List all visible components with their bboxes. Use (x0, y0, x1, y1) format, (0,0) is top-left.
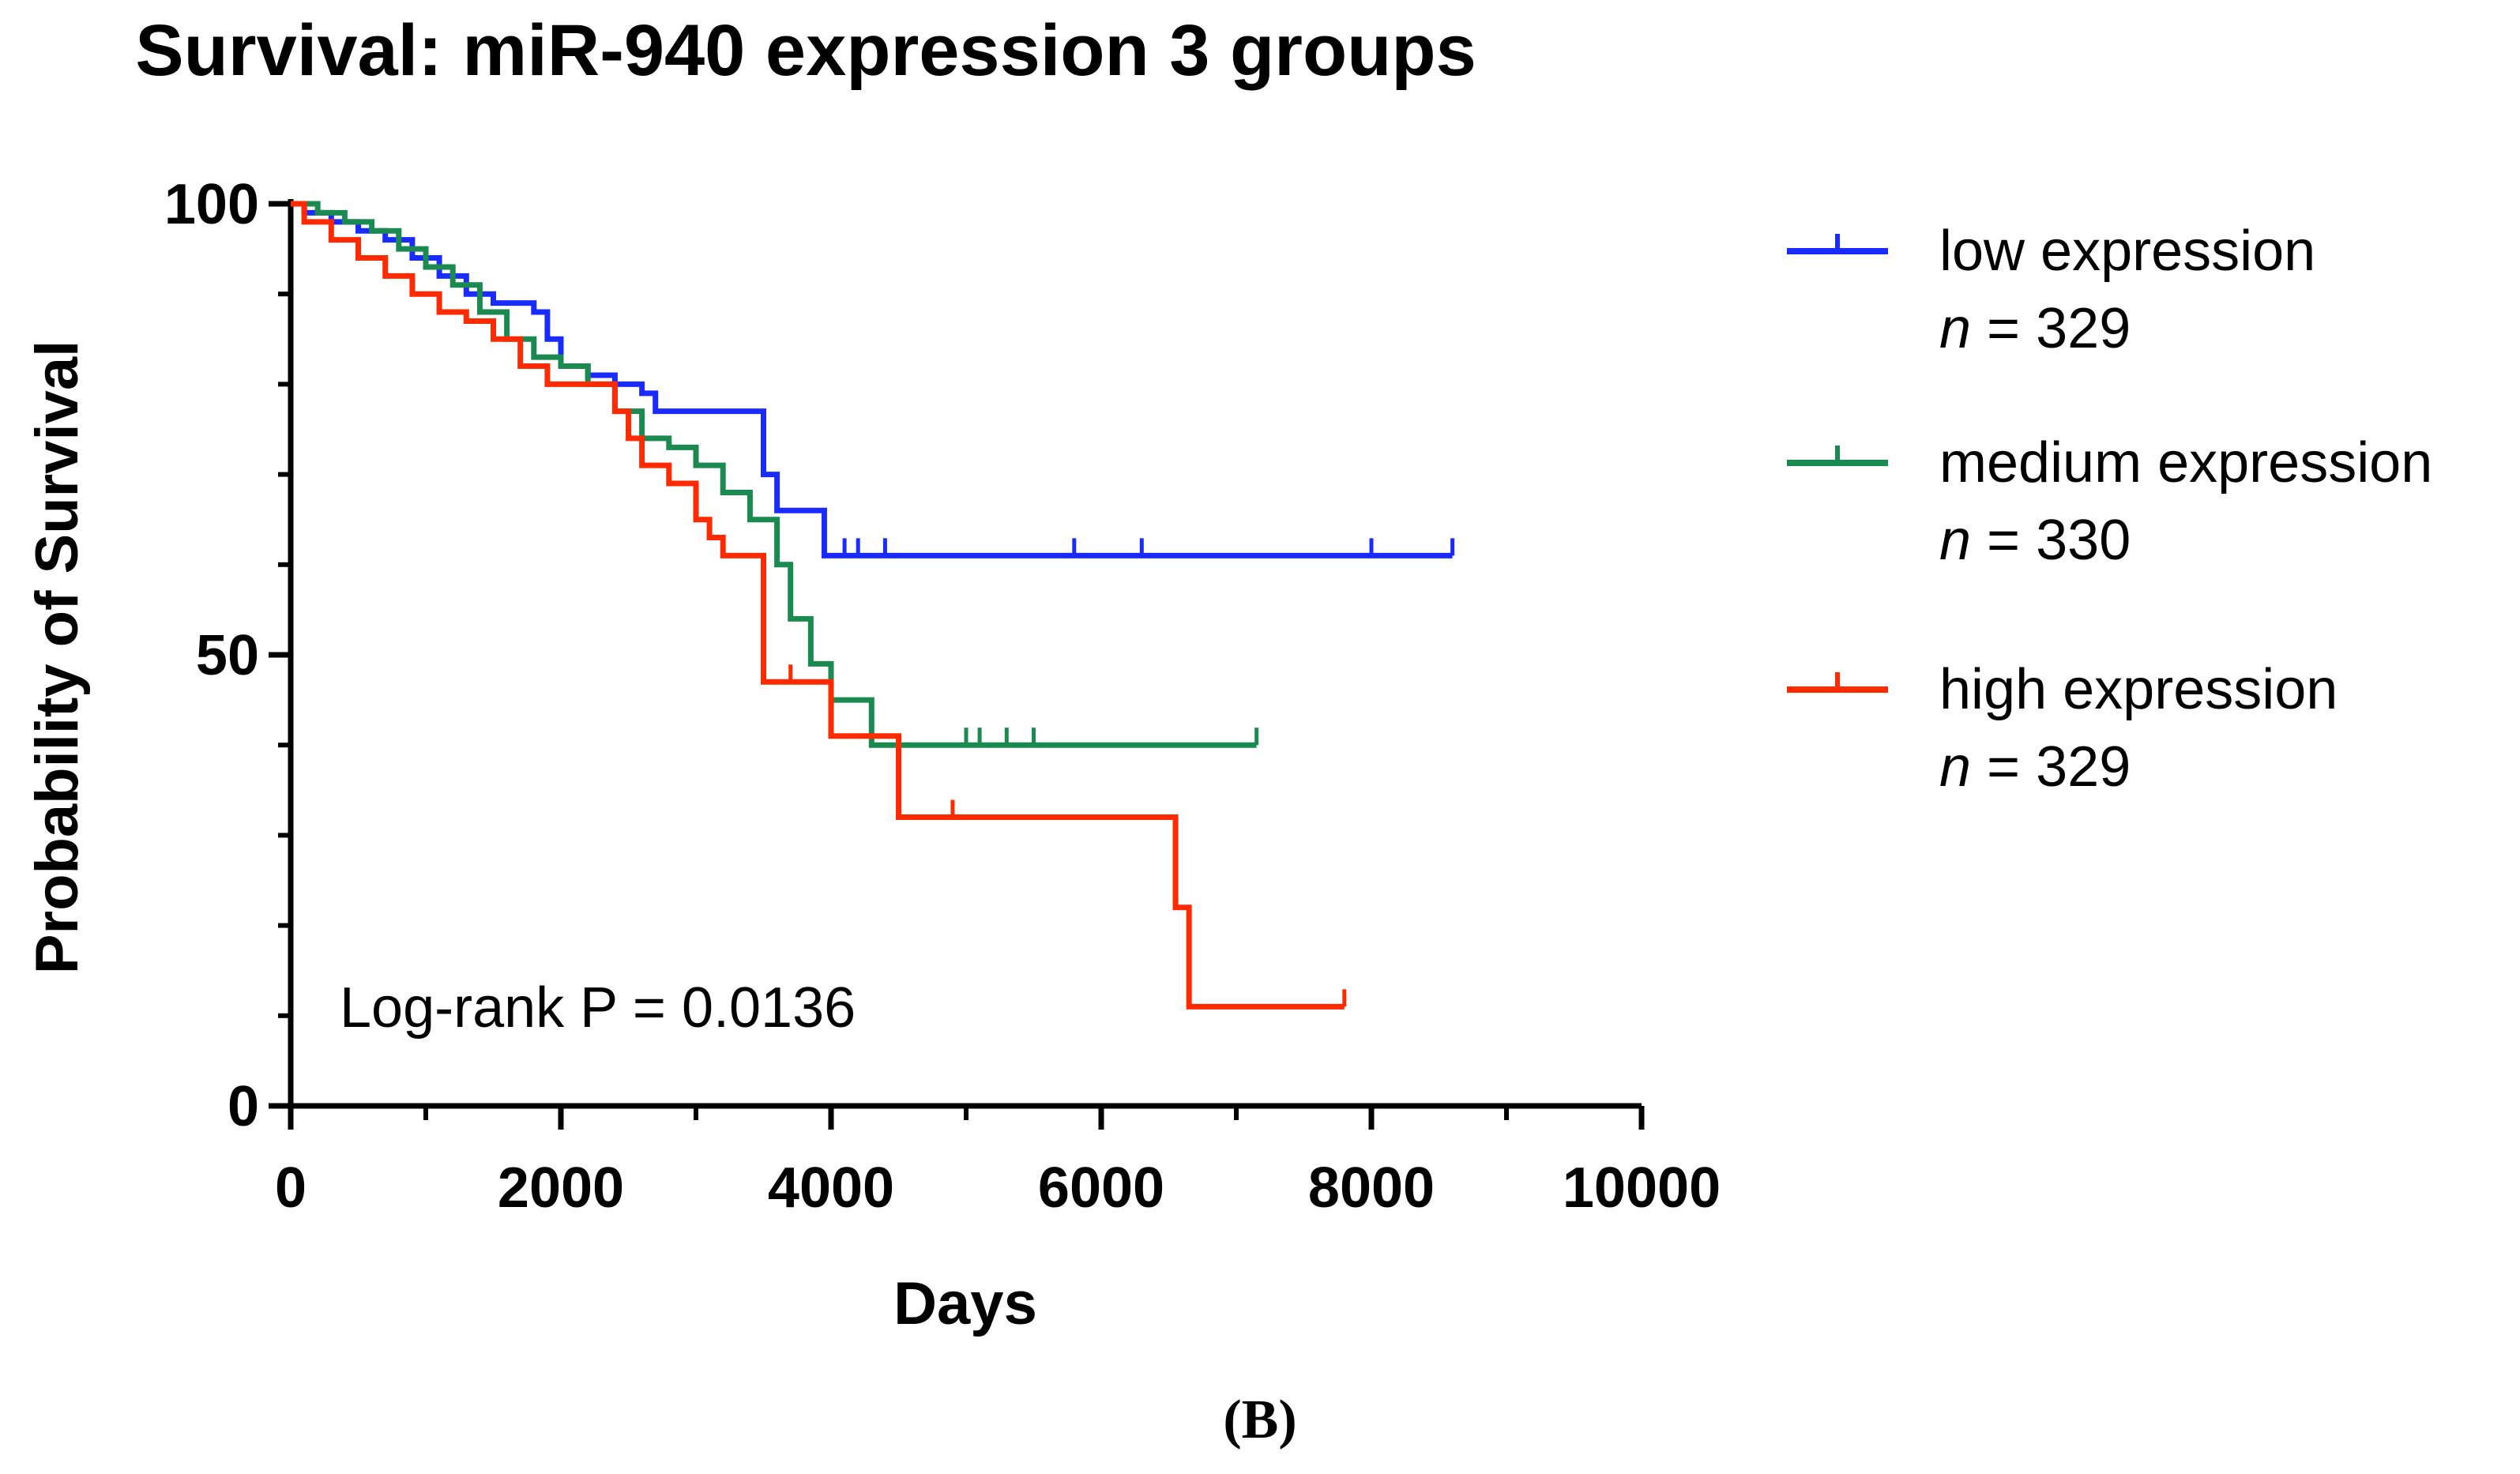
legend-n-symbol-high: n (1939, 735, 1971, 799)
chart-title: Survival: miR-940 expression 3 groups (135, 10, 1476, 91)
curve-low (291, 201, 1453, 558)
legend-label-medium: medium expression (1939, 431, 2432, 494)
axes (269, 199, 1645, 1130)
legend-n-high: n = 329 (1939, 735, 2131, 799)
legend-n-value-low: = 329 (1971, 297, 2131, 360)
panel-label: (B) (1223, 1389, 1296, 1450)
legend-label-low: low expression (1939, 220, 2315, 283)
y-tick-label-100: 100 (164, 173, 259, 236)
legend-n-value-high: = 329 (1971, 735, 2131, 799)
legend-n-low: n = 329 (1939, 297, 2131, 360)
legend-n-symbol-low: n (1939, 297, 1971, 360)
x-axis-title: Days (893, 1270, 1037, 1337)
legend-label-high: high expression (1939, 658, 2338, 721)
x-tick-label-4000: 4000 (768, 1156, 894, 1220)
legend-n-medium: n = 330 (1939, 509, 2131, 572)
x-tick-label-10000: 10000 (1563, 1156, 1721, 1220)
x-tick-label-2000: 2000 (498, 1156, 624, 1220)
tick-labels: 0 50 100 0 2000 4000 6000 8000 10000 (164, 173, 1721, 1220)
x-tick-label-0: 0 (275, 1156, 307, 1220)
legend-n-symbol-medium: n (1939, 509, 1971, 572)
curve-high (291, 201, 1345, 1010)
y-tick-label-0: 0 (228, 1075, 259, 1138)
log-rank-annotation: Log-rank P = 0.0136 (340, 976, 856, 1040)
survival-curves (291, 201, 1455, 1010)
x-tick-label-8000: 8000 (1308, 1156, 1435, 1220)
y-axis-title: Probability of Survival (24, 340, 91, 974)
x-tick-label-6000: 6000 (1038, 1156, 1164, 1220)
legend: low expression n = 329 medium expression n … (1787, 220, 2432, 799)
y-tick-label-50: 50 (196, 624, 259, 687)
legend-n-value-medium: = 330 (1971, 509, 2131, 572)
